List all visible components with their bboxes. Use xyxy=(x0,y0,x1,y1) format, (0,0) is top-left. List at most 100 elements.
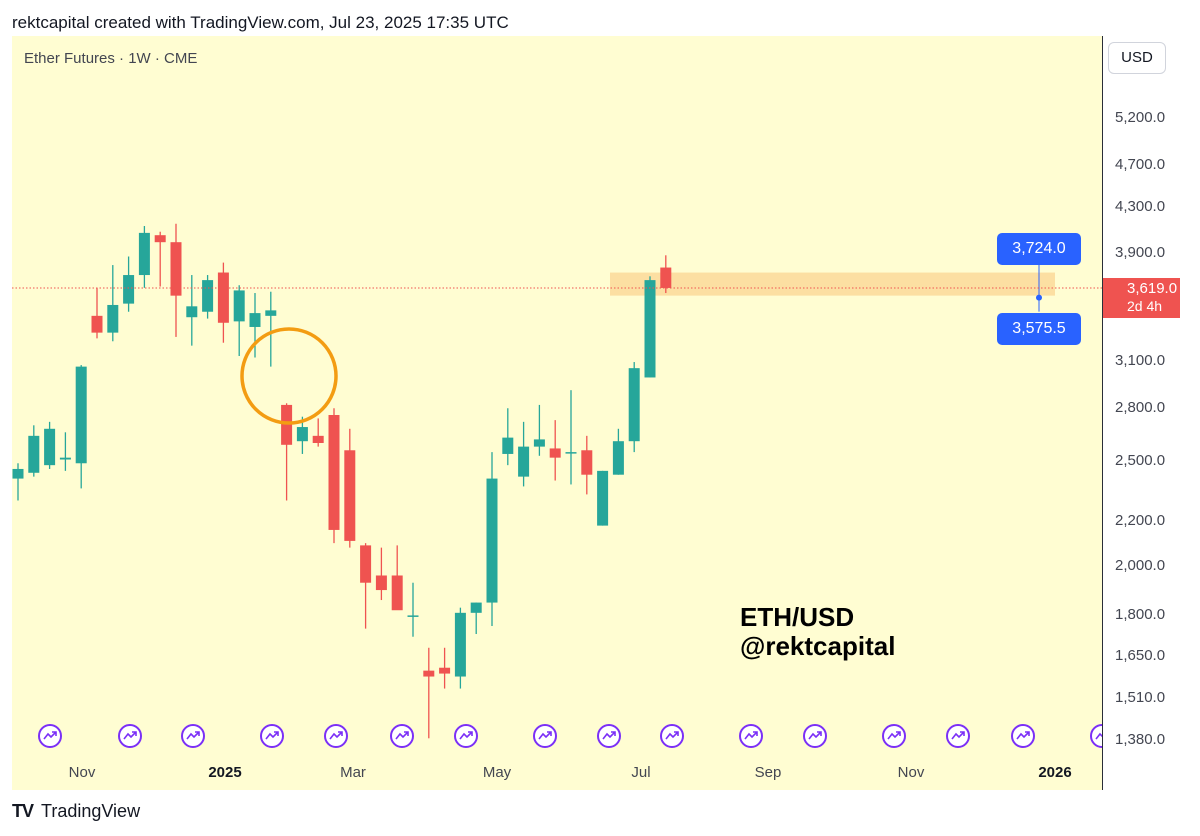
time-tick-label: May xyxy=(482,764,512,781)
brand-name[interactable]: TradingView xyxy=(41,801,141,821)
event-marker-arrow xyxy=(459,731,473,740)
footer: TV TradingView xyxy=(12,801,140,822)
event-marker-icon xyxy=(946,724,970,748)
candle-body xyxy=(391,575,403,611)
candle-body xyxy=(486,478,498,603)
candle-body xyxy=(502,437,514,454)
last-price-tag: 3,619.0 2d 4h xyxy=(1103,278,1180,318)
candle-body xyxy=(186,306,198,318)
currency-button[interactable]: USD xyxy=(1108,42,1166,74)
price-tick-label: 3,100.0 xyxy=(1115,351,1166,369)
candle xyxy=(312,418,324,447)
candle-body xyxy=(265,310,277,316)
tradingview-logo-icon: TV xyxy=(12,801,34,821)
candle-body xyxy=(375,575,387,591)
candle xyxy=(91,287,103,339)
candle xyxy=(454,607,466,689)
zone-handle-bottom xyxy=(1036,294,1042,301)
event-marker-arrow xyxy=(887,731,901,740)
overlay xyxy=(12,287,1102,425)
candle xyxy=(249,293,261,358)
candle xyxy=(502,408,514,466)
candle xyxy=(581,435,593,495)
candle-body xyxy=(565,452,577,454)
candle xyxy=(628,362,640,453)
event-marker-icon xyxy=(38,724,62,748)
candle xyxy=(328,408,340,544)
event-marker-arrow xyxy=(329,731,343,740)
annotation-line-2: @rektcapital xyxy=(740,631,896,661)
event-marker-arrow xyxy=(265,731,279,740)
candle-body xyxy=(470,602,482,613)
candle xyxy=(344,428,356,548)
lower-range-tag[interactable]: 3,575.5 xyxy=(997,313,1081,345)
event-marker-arrow xyxy=(395,731,409,740)
candle xyxy=(549,420,561,481)
candle-body xyxy=(407,615,419,617)
candle xyxy=(407,582,419,637)
candle xyxy=(423,647,435,739)
event-marker-arrow xyxy=(951,731,965,740)
candle-body xyxy=(217,272,229,323)
candle xyxy=(518,421,530,487)
candle xyxy=(281,403,293,501)
upper-range-tag[interactable]: 3,724.0 xyxy=(997,233,1081,265)
resistance-zone xyxy=(610,256,1055,312)
event-marker-icon xyxy=(660,724,684,748)
candle-body xyxy=(123,275,135,304)
candle-body xyxy=(360,545,372,583)
time-tick-label: Nov xyxy=(897,764,925,781)
candle-body xyxy=(44,428,56,466)
event-marker-arrow xyxy=(43,731,57,740)
candle-body xyxy=(154,235,166,243)
time-tick-label: 2025 xyxy=(208,764,242,781)
candle xyxy=(202,275,214,319)
candle-body xyxy=(107,304,119,333)
event-marker-arrow xyxy=(808,731,822,740)
candle xyxy=(154,231,166,287)
event-marker-arrow xyxy=(744,731,758,740)
candle-body xyxy=(249,313,261,327)
candle-body xyxy=(59,457,71,460)
event-marker-arrow xyxy=(665,731,679,740)
candle xyxy=(391,545,403,611)
candle-body xyxy=(296,427,308,442)
zone-rect xyxy=(610,272,1055,296)
event-marker-icon xyxy=(597,724,621,748)
candle-body xyxy=(628,368,640,442)
price-tick-label: 2,200.0 xyxy=(1115,512,1166,530)
candle-body xyxy=(549,448,561,458)
event-marker-icon xyxy=(803,724,827,748)
time-tick-label: Nov xyxy=(68,764,96,781)
candle-body xyxy=(202,280,214,312)
highlight-circle xyxy=(240,327,338,425)
chart-background xyxy=(12,36,1102,790)
event-marker-icon xyxy=(739,724,763,748)
candle xyxy=(217,262,229,343)
event-marker-arrow xyxy=(1016,731,1030,740)
candle xyxy=(533,404,545,456)
candle xyxy=(612,428,624,475)
candle xyxy=(486,452,498,626)
event-marker-arrow xyxy=(123,731,137,740)
candle xyxy=(28,425,40,477)
price-tick-label: 3,900.0 xyxy=(1115,243,1166,261)
candlestick-chart[interactable] xyxy=(12,36,1114,790)
candle-body xyxy=(138,232,150,276)
price-tick-label: 1,380.0 xyxy=(1115,731,1166,748)
candle-body xyxy=(644,280,656,378)
candle xyxy=(265,291,277,367)
candle xyxy=(186,275,198,346)
event-marker-icon xyxy=(324,724,348,748)
candle xyxy=(233,285,245,357)
price-tick-label: 2,800.0 xyxy=(1115,399,1166,417)
candle-body xyxy=(28,435,40,473)
price-axis[interactable] xyxy=(1102,36,1200,790)
chart-area[interactable] xyxy=(12,36,1114,790)
candle xyxy=(439,647,451,689)
candle-body xyxy=(660,267,672,288)
price-tick-label: 4,300.0 xyxy=(1115,198,1166,216)
candle xyxy=(565,390,577,485)
chart-attribution: rektcapital created with TradingView.com… xyxy=(12,13,509,32)
time-tick-label: Mar xyxy=(340,764,366,781)
